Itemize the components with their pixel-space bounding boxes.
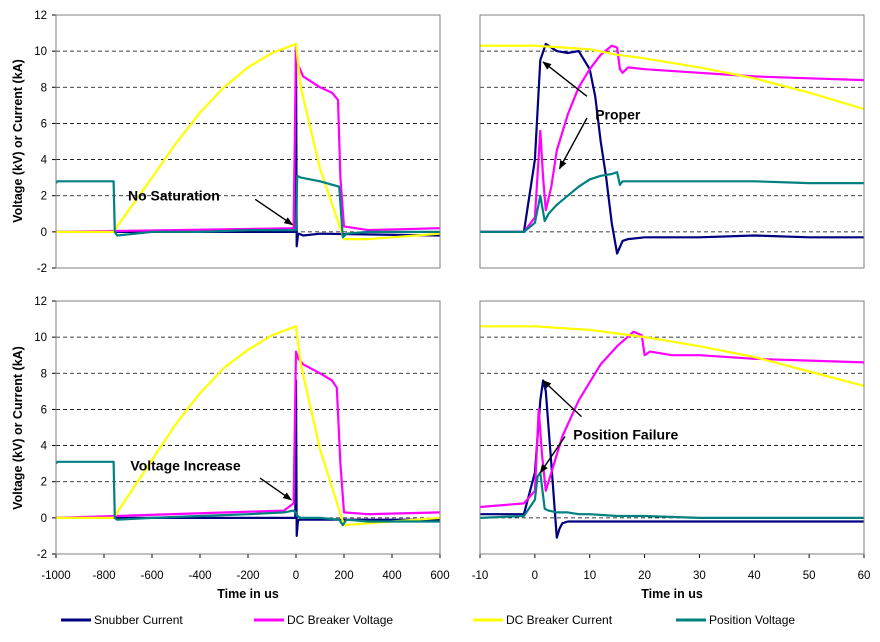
y-tick-label: 4 bbox=[41, 155, 48, 167]
series-line-position-voltage bbox=[56, 174, 440, 239]
legend-item-snubber-current: Snubber Current bbox=[61, 613, 183, 627]
legend-item-position-voltage: Position Voltage bbox=[676, 613, 795, 627]
y-axis-labels: Voltage (kV) or Current (kA) Voltage (kV… bbox=[11, 59, 25, 510]
series-group bbox=[480, 42, 864, 255]
series-line-dc-breaker-current bbox=[56, 325, 440, 527]
plot-area bbox=[480, 301, 864, 554]
x-tick-label: 20 bbox=[638, 570, 651, 582]
series-line-position-voltage bbox=[480, 171, 864, 233]
plot-frame bbox=[55, 300, 441, 555]
x-tick-label: 50 bbox=[803, 570, 816, 582]
x-tick-label: 0 bbox=[532, 570, 538, 582]
y-tick-label: 2 bbox=[41, 191, 47, 203]
plot-frame bbox=[479, 14, 865, 269]
y-tick-label: 6 bbox=[41, 118, 47, 130]
annotation-no-saturation: No Saturation bbox=[128, 188, 220, 204]
series-line-snubber-current bbox=[480, 42, 864, 255]
y-tick-label: -2 bbox=[37, 549, 47, 561]
legend-label: DC Breaker Voltage bbox=[287, 613, 393, 627]
y-tick-label: 8 bbox=[41, 82, 47, 94]
panel-top-left: -2 0 2 4 6 8 10 12 No Saturation bbox=[34, 10, 441, 275]
annotation-arrow bbox=[558, 117, 588, 170]
y-tick-label: 4 bbox=[41, 441, 48, 453]
annotation-arrow bbox=[542, 61, 588, 97]
series-line-snubber-current bbox=[56, 44, 440, 248]
y-tick-label: 6 bbox=[41, 404, 47, 416]
x-tick-label: 60 bbox=[858, 570, 871, 582]
series-line-dc-breaker-current bbox=[480, 325, 864, 387]
annotation-proper: Proper bbox=[595, 106, 641, 122]
x-tick-label: -10 bbox=[472, 570, 489, 582]
legend-label: Position Voltage bbox=[709, 613, 795, 627]
series-line-dc-breaker-voltage bbox=[480, 44, 864, 233]
legend-item-dc-breaker-current: DC Breaker Current bbox=[473, 613, 613, 627]
panels-layer: -2 0 2 4 6 8 10 12 No Saturation Proper -2 0 2 4 6 8 10 1… bbox=[34, 10, 870, 582]
y-tick-label: 12 bbox=[34, 10, 47, 22]
series-line-dc-breaker-voltage bbox=[56, 46, 440, 233]
series-line-position-voltage bbox=[56, 460, 440, 527]
x-tick-label: -600 bbox=[140, 570, 163, 582]
legend-item-dc-breaker-voltage: DC Breaker Voltage bbox=[254, 613, 393, 627]
series-group bbox=[56, 325, 440, 538]
annotation-arrow bbox=[259, 477, 293, 501]
x-tick-label: 200 bbox=[334, 570, 353, 582]
x-tick-label: 10 bbox=[583, 570, 596, 582]
series-line-snubber-current bbox=[56, 379, 440, 538]
y-tick-label: 0 bbox=[41, 513, 47, 525]
x-tick-label: -800 bbox=[92, 570, 115, 582]
plot-frame bbox=[55, 14, 441, 269]
series-line-dc-breaker-current bbox=[480, 44, 864, 111]
series-group bbox=[480, 325, 864, 539]
y-axis-label-top: Voltage (kV) or Current (kA) bbox=[11, 59, 25, 223]
plot-area bbox=[56, 15, 440, 268]
plot-frame bbox=[479, 300, 865, 555]
series-line-dc-breaker-voltage bbox=[56, 350, 440, 519]
panel-bottom-left: -2 0 2 4 6 8 10 12 -1000 -800 -600 -400 -200 0 200 400 6… bbox=[34, 296, 449, 582]
series-group bbox=[56, 42, 440, 248]
y-tick-label: -2 bbox=[37, 263, 47, 275]
y-tick-label: 12 bbox=[34, 296, 47, 308]
plot-area bbox=[480, 15, 864, 268]
annotation-arrow bbox=[542, 379, 582, 418]
series-line-position-voltage bbox=[480, 471, 864, 520]
x-axis-labels: Time in us Time in us bbox=[217, 587, 703, 601]
legend-label: Snubber Current bbox=[94, 613, 183, 627]
annotation-voltage-increase: Voltage Increase bbox=[130, 457, 240, 473]
y-tick-label: 0 bbox=[41, 227, 47, 239]
x-tick-label: 400 bbox=[382, 570, 401, 582]
x-tick-label: 0 bbox=[293, 570, 299, 582]
panel-top-right: Proper bbox=[479, 14, 865, 269]
annotation-position-failure: Position Failure bbox=[573, 427, 678, 443]
x-tick-label: 40 bbox=[748, 570, 761, 582]
x-axis-label-left: Time in us bbox=[217, 587, 279, 601]
x-tick-label: -1000 bbox=[41, 570, 70, 582]
annotation-arrow bbox=[254, 198, 294, 226]
x-axis-label-right: Time in us bbox=[641, 587, 703, 601]
y-tick-label: 2 bbox=[41, 477, 47, 489]
series-line-dc-breaker-current bbox=[56, 42, 440, 241]
panel-bottom-right: -10 0 10 20 30 40 50 60 Position Failure bbox=[472, 300, 871, 582]
legend-label: DC Breaker Current bbox=[506, 613, 613, 627]
x-tick-label: 600 bbox=[430, 570, 449, 582]
annotation-arrow bbox=[539, 436, 566, 474]
x-tick-label: 30 bbox=[693, 570, 706, 582]
x-tick-label: -400 bbox=[188, 570, 211, 582]
y-tick-label: 10 bbox=[34, 46, 47, 58]
y-tick-label: 8 bbox=[41, 368, 47, 380]
series-line-dc-breaker-voltage bbox=[480, 330, 864, 509]
x-tick-label: -200 bbox=[236, 570, 259, 582]
y-axis-label-bottom: Voltage (kV) or Current (kA) bbox=[11, 346, 25, 510]
y-tick-label: 10 bbox=[34, 332, 47, 344]
legend: Snubber Current DC Breaker Voltage DC Br… bbox=[61, 613, 795, 627]
